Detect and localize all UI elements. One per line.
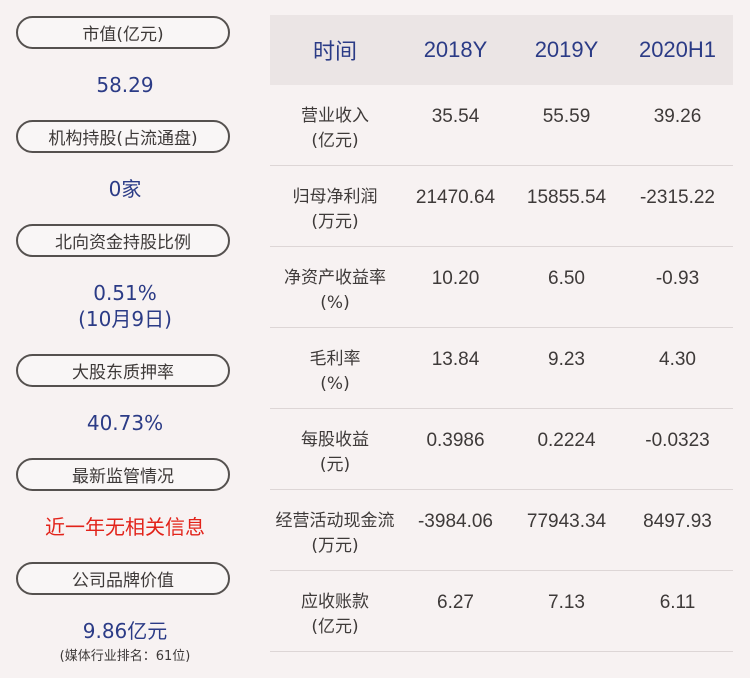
table-cell: 6.11 <box>659 592 696 613</box>
header-time: 时间 <box>312 39 357 64</box>
row-label-name: 营业收入 <box>301 106 369 126</box>
regulation-label: 最新监管情况 <box>16 458 230 491</box>
northbound-label: 北向资金持股比例 <box>16 224 230 257</box>
table-cell: 0.3986 <box>426 430 485 451</box>
financial-table: 时间 2018Y 2019Y 2020H1 营业收入 (亿元) 35.54 55.… <box>270 15 733 652</box>
table-row: 应收账款 (亿元) 6.27 7.13 6.11 <box>270 571 733 652</box>
table-cell: 15855.54 <box>526 187 607 208</box>
brand-rank-note: (媒体行业排名：61位) <box>59 649 191 664</box>
left-panel: 市值(亿元) 58.29 机构持股(占流通盘) 0家 北向资金持股比例 0.51… <box>0 0 250 678</box>
table-cell: -2315.22 <box>639 187 715 208</box>
table-cell: 8497.93 <box>643 511 712 532</box>
table-row: 营业收入 (亿元) 35.54 55.59 39.26 <box>270 85 733 166</box>
table-cell: -0.93 <box>655 268 700 289</box>
regulation-value: 近一年无相关信息 <box>45 515 205 539</box>
table-row: 净资产收益率 (%) 10.20 6.50 -0.93 <box>270 247 733 328</box>
row-label-name: 毛利率 <box>309 349 361 369</box>
table-header: 时间 2018Y 2019Y 2020H1 <box>270 15 733 85</box>
table-row: 毛利率 (%) 13.84 9.23 4.30 <box>270 328 733 409</box>
pledge-value: 40.73% <box>86 411 164 435</box>
row-label-unit: (元) <box>319 455 351 475</box>
inst-holding-value: 0家 <box>108 177 142 201</box>
row-label-unit: (万元) <box>311 212 359 232</box>
table-cell: 35.54 <box>431 106 480 127</box>
row-label: 每股收益 (元) <box>270 409 400 489</box>
row-label-name: 经营活动现金流 <box>275 511 395 531</box>
table-cell: 10.20 <box>431 268 480 289</box>
northbound-date: (10月9日) <box>78 307 172 331</box>
table-cell: 0.2224 <box>537 430 596 451</box>
table-cell: 9.23 <box>548 349 585 370</box>
table-cell: -0.0323 <box>645 430 710 451</box>
market-value-label: 市值(亿元) <box>16 16 230 49</box>
brand-value: 9.86亿元 <box>82 619 168 643</box>
header-2019: 2019Y <box>534 37 599 62</box>
table-row: 每股收益 (元) 0.3986 0.2224 -0.0323 <box>270 409 733 490</box>
table-cell: 4.30 <box>659 349 696 370</box>
table-cell: -3984.06 <box>417 511 493 532</box>
row-label: 毛利率 (%) <box>270 328 400 408</box>
brand-value-label: 公司品牌价值 <box>16 562 230 595</box>
table-cell: 7.13 <box>548 592 585 613</box>
table-cell: 55.59 <box>542 106 591 127</box>
market-value: 58.29 <box>96 73 154 97</box>
row-label: 净资产收益率 (%) <box>270 247 400 327</box>
table-cell: 77943.34 <box>526 511 607 532</box>
row-label-unit: (%) <box>320 293 350 313</box>
row-label-unit: (亿元) <box>311 131 359 151</box>
row-label-unit: (%) <box>320 374 350 394</box>
row-label-unit: (亿元) <box>311 617 359 637</box>
row-label-name: 应收账款 <box>301 592 369 612</box>
row-label-name: 归母净利润 <box>292 187 378 207</box>
table-row: 归母净利润 (万元) 21470.64 15855.54 -2315.22 <box>270 166 733 247</box>
row-label-unit: (万元) <box>311 536 359 556</box>
pledge-label: 大股东质押率 <box>16 354 230 387</box>
row-label-name: 每股收益 <box>301 430 369 450</box>
table-cell: 6.50 <box>548 268 585 289</box>
table-cell: 13.84 <box>431 349 480 370</box>
table-cell: 6.27 <box>437 592 474 613</box>
row-label: 营业收入 (亿元) <box>270 85 400 165</box>
row-label: 归母净利润 (万元) <box>270 166 400 246</box>
table-cell: 21470.64 <box>415 187 496 208</box>
inst-holding-label: 机构持股(占流通盘) <box>16 120 230 153</box>
row-label: 经营活动现金流 (万元) <box>270 490 400 570</box>
row-label-name: 净资产收益率 <box>284 268 386 288</box>
row-label: 应收账款 (亿元) <box>270 571 400 651</box>
header-2020h1: 2020H1 <box>638 37 717 62</box>
table-cell: 39.26 <box>653 106 702 127</box>
table-row: 经营活动现金流 (万元) -3984.06 77943.34 8497.93 <box>270 490 733 571</box>
northbound-value: 0.51% <box>93 281 157 305</box>
header-2018: 2018Y <box>423 37 488 62</box>
